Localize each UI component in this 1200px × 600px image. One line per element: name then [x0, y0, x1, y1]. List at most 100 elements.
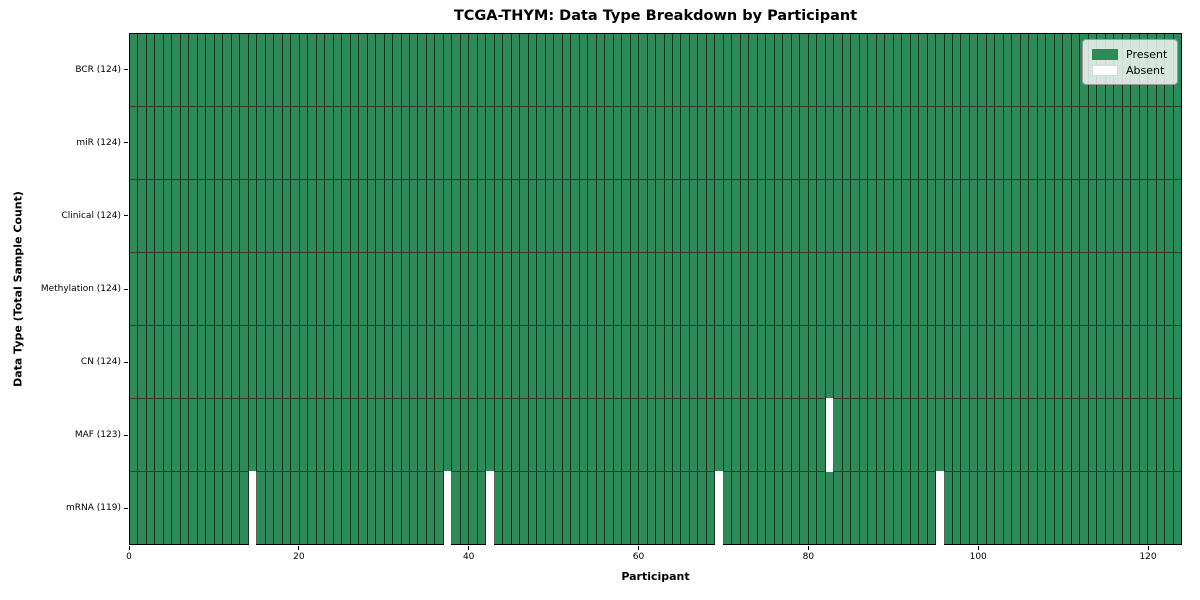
cell-present	[732, 472, 741, 544]
cell-present	[969, 326, 979, 398]
cell-present	[409, 326, 419, 398]
cell-present	[783, 34, 792, 106]
cell-present	[1088, 472, 1098, 544]
cell-present	[172, 472, 181, 544]
cell-present	[876, 180, 886, 252]
cell-present	[240, 180, 249, 252]
cell-present	[571, 399, 580, 471]
cell-present	[486, 107, 495, 179]
cell-present	[1046, 253, 1055, 325]
cell-present	[859, 472, 869, 544]
cell-present	[163, 180, 173, 252]
cell-present	[885, 326, 894, 398]
cell-present	[163, 34, 173, 106]
cell-present	[1131, 180, 1140, 252]
cell-present	[588, 472, 597, 544]
cell-present	[1003, 180, 1013, 252]
y-tick-label: mRNA (119)	[66, 503, 121, 514]
cell-present	[596, 253, 606, 325]
cell-present	[978, 34, 987, 106]
cell-present	[1165, 326, 1174, 398]
cell-present	[706, 253, 716, 325]
cell-present	[240, 326, 249, 398]
cell-present	[503, 107, 512, 179]
cell-present	[393, 107, 402, 179]
cell-present	[1003, 472, 1013, 544]
cell-present	[808, 472, 818, 544]
cell-present	[180, 107, 190, 179]
cell-present	[927, 472, 937, 544]
cell-present	[986, 34, 996, 106]
cell-present	[656, 326, 665, 398]
cell-present	[443, 253, 453, 325]
cell-present	[571, 326, 580, 398]
cell-present	[596, 180, 606, 252]
cell-present	[732, 107, 741, 179]
cell-present	[384, 253, 394, 325]
cell-present	[146, 472, 156, 544]
cell-present	[1156, 253, 1166, 325]
cell-present	[1037, 253, 1047, 325]
cell-present	[274, 472, 283, 544]
cell-present	[460, 180, 470, 252]
cell-present	[952, 399, 962, 471]
cell-present	[927, 180, 937, 252]
cell-present	[1122, 326, 1132, 398]
cell-present	[350, 326, 360, 398]
cell-present	[257, 326, 266, 398]
cell-present	[1012, 180, 1021, 252]
cell-present	[299, 34, 309, 106]
cell-present	[876, 34, 886, 106]
cell-present	[986, 399, 996, 471]
cell-present	[367, 399, 377, 471]
cell-present	[1046, 326, 1055, 398]
cell-present	[698, 253, 707, 325]
cell-present	[545, 399, 555, 471]
cell-present	[749, 180, 758, 252]
cell-present	[214, 107, 224, 179]
cell-present	[248, 180, 258, 252]
cell-present	[240, 399, 249, 471]
cell-present	[1063, 34, 1072, 106]
cell-present	[562, 472, 572, 544]
cell-present	[477, 34, 487, 106]
cell-present	[868, 253, 877, 325]
y-tick-mark	[124, 507, 128, 509]
cell-present	[146, 253, 156, 325]
cell-present	[1105, 399, 1115, 471]
cell-present	[1080, 399, 1089, 471]
cell-present	[927, 34, 937, 106]
cell-present	[367, 253, 377, 325]
cell-present	[1097, 180, 1106, 252]
cell-present	[155, 34, 164, 106]
cell-present	[571, 34, 580, 106]
cell-present	[452, 34, 461, 106]
cell-present	[452, 107, 461, 179]
cell-present	[316, 399, 326, 471]
cell-present	[706, 180, 716, 252]
x-tick-mark	[128, 546, 130, 550]
cell-present	[1097, 399, 1106, 471]
cell-present	[511, 472, 521, 544]
cell-present	[630, 107, 640, 179]
data-type-row-clinical	[130, 179, 1182, 252]
cell-present	[910, 253, 920, 325]
cell-present	[1088, 399, 1098, 471]
cell-present	[969, 253, 979, 325]
cell-present	[1063, 253, 1072, 325]
cell-present	[477, 472, 487, 544]
cell-present	[146, 107, 156, 179]
cell-present	[1122, 399, 1132, 471]
cell-present	[257, 399, 266, 471]
cell-present	[868, 472, 877, 544]
cell-present	[774, 107, 784, 179]
cell-present	[910, 180, 920, 252]
cell-present	[155, 326, 164, 398]
cell-present	[664, 253, 673, 325]
cell-present	[605, 326, 614, 398]
cell-present	[859, 326, 869, 398]
cell-present	[316, 180, 326, 252]
cell-present	[1165, 253, 1174, 325]
cell-present	[316, 107, 326, 179]
cell-present	[698, 326, 707, 398]
